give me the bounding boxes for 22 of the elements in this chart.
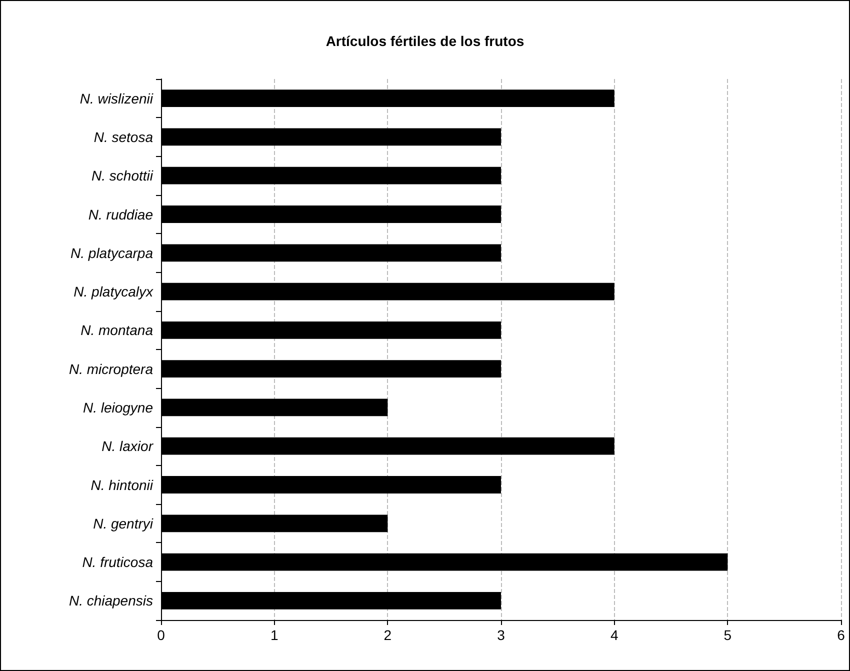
- y-tick-label: N. platycarpa: [70, 244, 154, 261]
- y-tick-label: N. setosa: [94, 128, 154, 145]
- y-tick-label: N. chiapensis: [68, 592, 153, 609]
- y-tick-label: N. laxior: [102, 438, 154, 454]
- y-tick-label: N. fruticosa: [82, 554, 154, 570]
- y-tick-label: N. microptera: [68, 360, 154, 377]
- y-tick-label: N. montana: [80, 322, 154, 338]
- x-tick-label: 4: [610, 627, 618, 643]
- chart-title: Artículos fértiles de los frutos: [326, 33, 524, 49]
- y-tick-label: N. schottii: [92, 168, 154, 184]
- x-tick-label: 1: [270, 627, 278, 643]
- y-tick-label: N. hintonii: [90, 476, 154, 493]
- y-tick-label: N. leiogyne: [82, 399, 154, 416]
- x-tick-label: 0: [157, 627, 166, 643]
- x-tick-label: 5: [724, 627, 732, 643]
- y-tick-label: N. ruddiae: [88, 206, 154, 222]
- x-tick-label: 3: [497, 627, 506, 643]
- x-tick-label: 2: [384, 627, 392, 643]
- y-tick-label: N. wislizenii: [80, 90, 154, 106]
- x-tick-label: 6: [837, 627, 846, 643]
- y-tick-label: N. platycalyx: [74, 284, 154, 300]
- y-tick-label: N. gentryi: [93, 515, 154, 532]
